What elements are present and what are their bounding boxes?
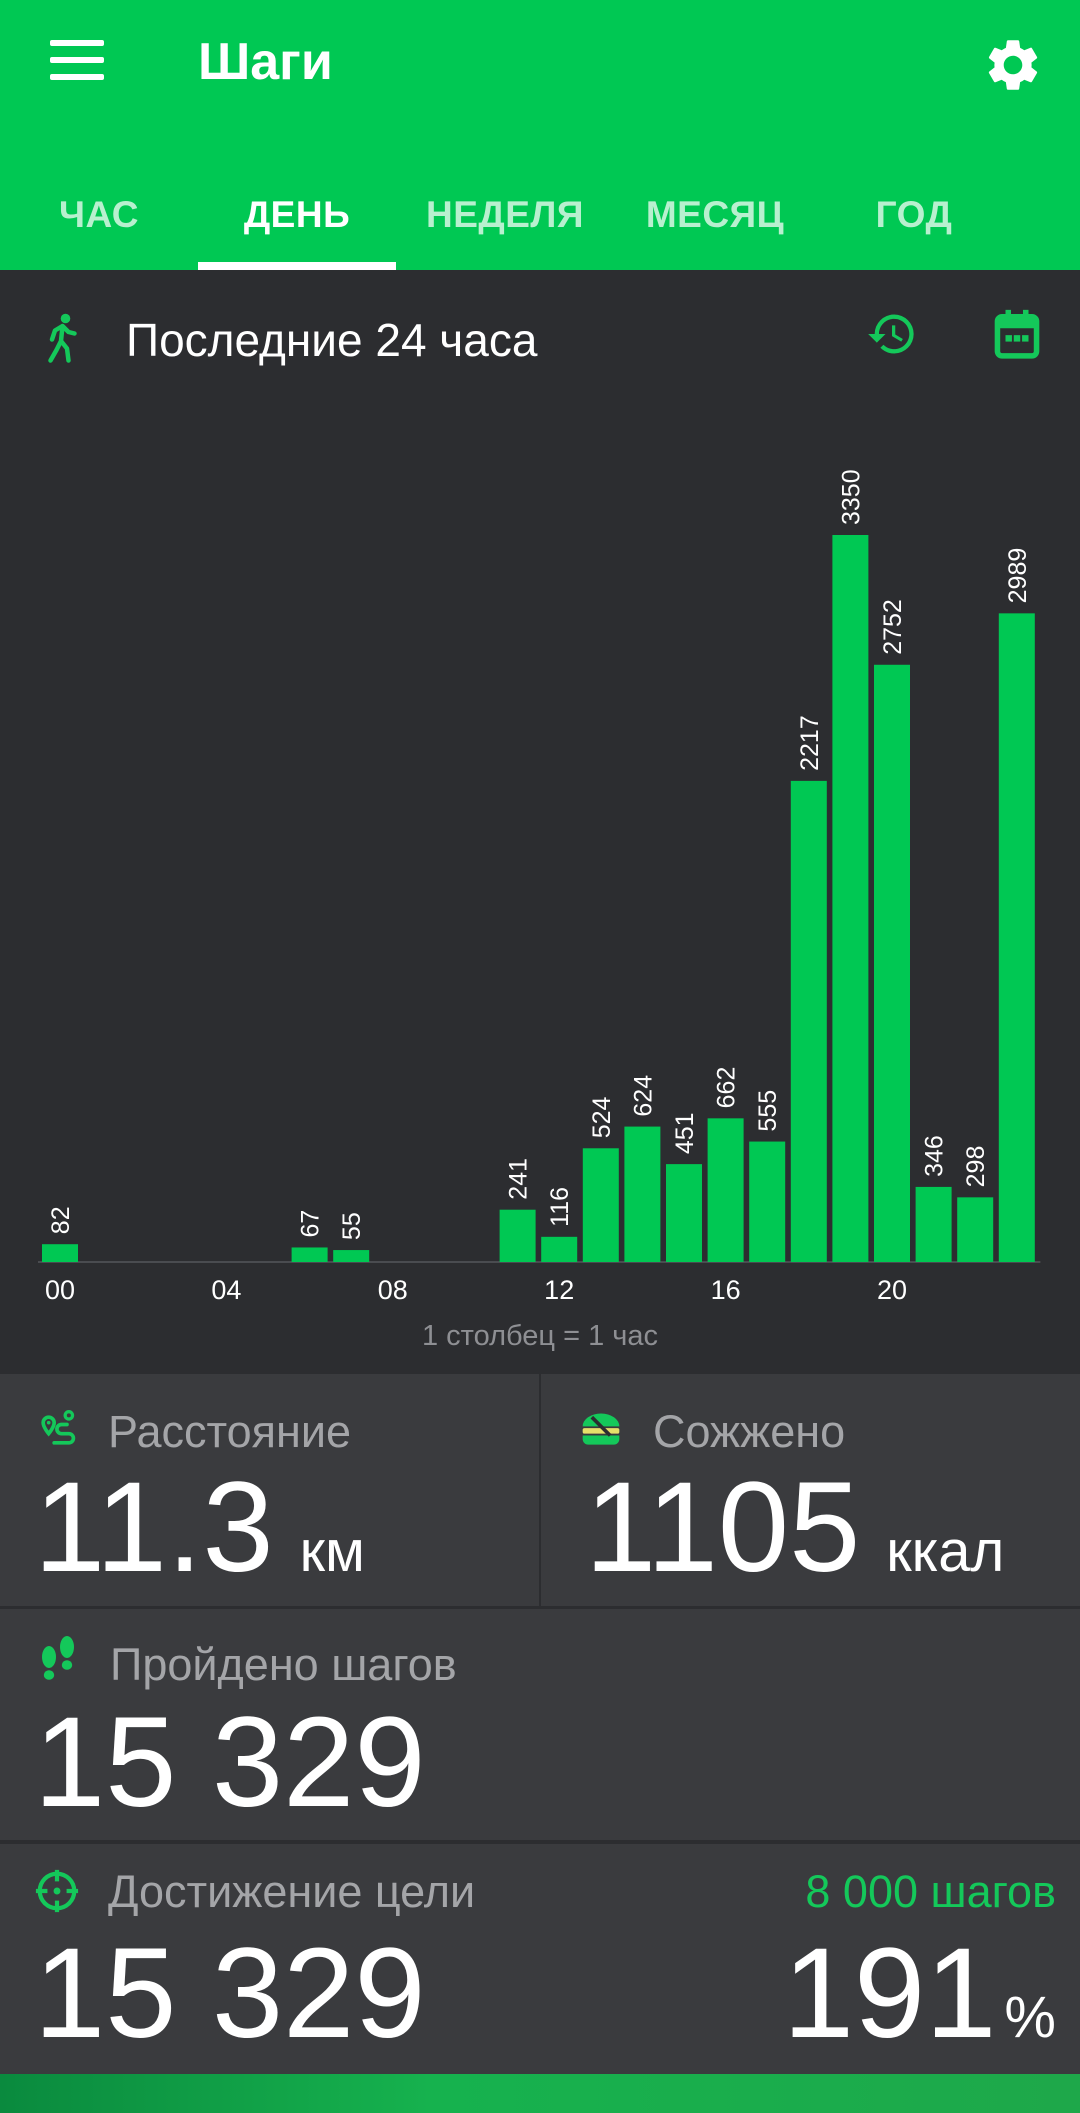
target-crosshair-icon — [34, 1868, 80, 1914]
goal-target: 8 000 шагов — [805, 1866, 1056, 1917]
bar-value-label: 451 — [671, 1112, 699, 1154]
bar-hour-16 — [707, 1118, 744, 1262]
bar-value-label: 555 — [754, 1090, 782, 1132]
period-tabs: ЧАС ДЕНЬ НЕДЕЛЯ МЕСЯЦ ГОД — [0, 160, 1080, 270]
settings-gear-icon[interactable] — [982, 34, 1044, 96]
bar-value-label: 55 — [338, 1212, 366, 1240]
history-icon[interactable] — [866, 308, 918, 360]
bar-value-label: 346 — [921, 1135, 949, 1177]
calories-label: Сожжено — [653, 1406, 846, 1457]
app-title: Шаги — [198, 33, 333, 91]
calendar-icon[interactable] — [994, 308, 1040, 360]
app-bar: Шаги ЧАС ДЕНЬ НЕДЕЛЯ МЕСЯЦ ГОД — [0, 0, 1080, 270]
bar-value-label: 2752 — [879, 599, 907, 655]
goal-steps-value: 15 329 — [34, 1922, 426, 2065]
bar-hour-23 — [998, 613, 1035, 1262]
calories-value: 1105 ккал — [585, 1456, 1005, 1599]
bar-hour-21 — [915, 1186, 952, 1262]
calories-unit: ккал — [886, 1519, 1005, 1584]
goal-percent-sign: % — [1004, 1985, 1056, 2050]
bar-hour-22 — [957, 1197, 994, 1262]
bar-value-label: 67 — [297, 1210, 325, 1238]
bar-hour-19 — [832, 535, 869, 1262]
steps-value: 15 329 — [34, 1691, 426, 1834]
distance-unit: км — [299, 1519, 365, 1584]
x-tick-label: 16 — [711, 1275, 741, 1305]
bar-value-label: 3350 — [837, 469, 865, 525]
bar-hour-17 — [749, 1141, 786, 1262]
bar-value-label: 241 — [505, 1158, 533, 1200]
bar-hour-14 — [624, 1126, 661, 1262]
bar-hour-20 — [874, 664, 910, 1262]
bar-hour-15 — [666, 1164, 702, 1262]
active-tab-indicator — [198, 262, 396, 270]
bar-value-label: 116 — [546, 1187, 574, 1227]
distance-card: Расстояние 11.3 км — [0, 1374, 539, 1606]
walking-person-icon — [46, 312, 82, 364]
x-tick-label: 08 — [378, 1275, 408, 1305]
bar-value-label: 662 — [713, 1067, 741, 1109]
chart-caption: 1 столбец = 1 час — [421, 1320, 659, 1352]
x-tick-label: 04 — [211, 1275, 241, 1305]
bar-value-label: 82 — [47, 1206, 75, 1234]
distance-value: 11.3 км — [34, 1456, 365, 1599]
bar-value-label: 524 — [588, 1096, 616, 1138]
menu-icon[interactable] — [50, 40, 104, 80]
tab-week[interactable]: НЕДЕЛЯ — [426, 194, 584, 235]
tab-day[interactable]: ДЕНЬ — [243, 194, 351, 235]
bar-value-label: 2989 — [1004, 548, 1032, 604]
x-tick-label: 20 — [877, 1275, 907, 1305]
bar-hour-12 — [541, 1236, 578, 1262]
x-tick-label: 00 — [45, 1275, 75, 1305]
calories-card: Сожжено 1105 ккал — [541, 1374, 1080, 1606]
tab-year[interactable]: ГОД — [875, 194, 953, 235]
x-tick-label: 12 — [544, 1275, 574, 1305]
bar-hour-11 — [499, 1209, 536, 1262]
distance-label: Расстояние — [108, 1406, 352, 1457]
burger-icon — [579, 1408, 623, 1452]
bar-hour-7 — [333, 1250, 370, 1262]
tab-hour[interactable]: ЧАС — [58, 194, 140, 235]
goal-card: Достижение цели 8 000 шагов 15 329 191% — [0, 1844, 1080, 2074]
steps-card: Пройдено шагов 15 329 — [0, 1609, 1080, 1840]
goal-label: Достижение цели — [108, 1866, 476, 1917]
bar-hour-0 — [42, 1244, 78, 1262]
chart-title: Последние 24 часа — [126, 314, 538, 366]
bar-hour-18 — [790, 780, 827, 1262]
tab-month[interactable]: МЕСЯЦ — [645, 194, 785, 235]
bottom-strip — [0, 2074, 1080, 2113]
bar-value-label: 624 — [629, 1075, 657, 1117]
footprints-icon — [38, 1635, 78, 1683]
hourly-steps-chart: 82 67 55 241 116 524 624 451 662 555 2217 3350 2752 3… — [0, 400, 1080, 1360]
bar-hour-6 — [291, 1247, 328, 1262]
chart-header: Последние 24 часа — [0, 290, 1080, 390]
bar-hour-13 — [582, 1148, 619, 1262]
route-pin-icon — [34, 1408, 78, 1452]
goal-percent: 191% — [782, 1922, 1056, 2065]
bar-value-label: 2217 — [796, 715, 824, 771]
steps-label: Пройдено шагов — [110, 1639, 457, 1690]
bar-value-label: 298 — [962, 1146, 990, 1188]
bar-chart-svg: 82 67 55 241 116 524 624 451 662 555 2217 3350 2752 3… — [38, 469, 1041, 1305]
